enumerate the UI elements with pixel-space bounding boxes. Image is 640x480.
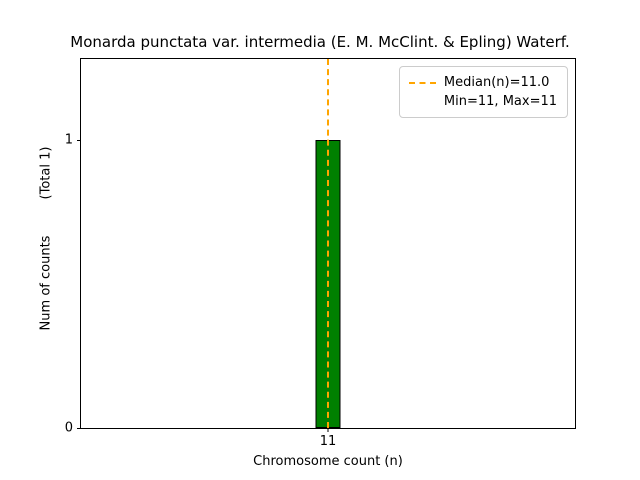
- y-axis-total-label: (Total 1): [38, 146, 54, 200]
- legend-median-label: Median(n)=11.0: [443, 75, 550, 90]
- y-tick-label: 1: [64, 132, 73, 148]
- legend: Median(n)=11.0 Min=11, Max=11: [398, 66, 568, 118]
- x-tick-mark: [327, 428, 329, 432]
- median-line-legend-swatch: [408, 81, 436, 84]
- legend-entry-median: Median(n)=11.0: [408, 73, 557, 92]
- x-axis-label: Chromosome count (n): [253, 454, 403, 469]
- y-tick-mark: [77, 428, 81, 429]
- y-axis-label: Num of counts: [38, 235, 54, 331]
- x-tick-label: 11: [319, 434, 337, 449]
- legend-minmax-label: Min=11, Max=11: [443, 94, 557, 109]
- y-tick-mark: [77, 139, 81, 141]
- chart-title: Monarda punctata var. intermedia (E. M. …: [70, 33, 570, 51]
- y-tick-label: 0: [64, 420, 73, 436]
- legend-entry-minmax: Min=11, Max=11: [409, 92, 557, 111]
- median-line: [327, 59, 329, 428]
- plot-area: Median(n)=11.0 Min=11, Max=11 0 1 11: [65, 58, 576, 449]
